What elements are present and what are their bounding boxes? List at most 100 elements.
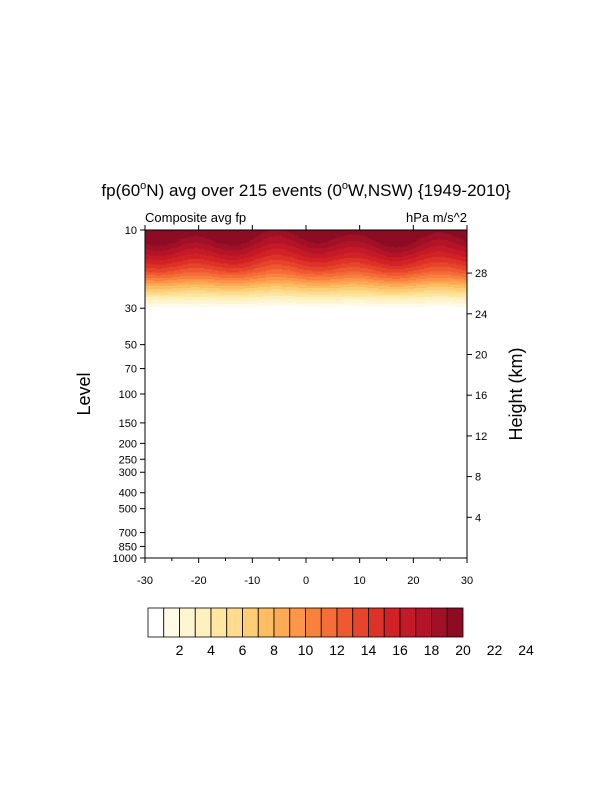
contour-cell (179, 264, 183, 267)
contour-cell (338, 268, 342, 270)
contour-cell (166, 266, 170, 269)
contour-cell (346, 240, 350, 242)
contour-cell (217, 244, 221, 247)
contour-cell (273, 269, 277, 271)
contour-cell (308, 275, 312, 278)
contour-cell (300, 259, 304, 261)
contour-cell (163, 251, 167, 253)
contour-cell (187, 241, 192, 243)
contour-cell (418, 240, 422, 242)
contour-cell (407, 250, 412, 252)
contour-cell (182, 252, 186, 254)
contour-cell (373, 262, 377, 264)
contour-cell (402, 263, 406, 266)
contour-cell (249, 265, 253, 268)
contour-cell (416, 244, 420, 247)
contour-cell (233, 237, 237, 240)
contour-cell (426, 261, 430, 263)
contour-cell (311, 237, 315, 240)
contour-cell (187, 265, 192, 268)
contour-cell (206, 274, 210, 277)
contour-cell (279, 230, 283, 232)
contour-cell (335, 273, 339, 276)
contour-cell (155, 251, 159, 253)
contour-cell (306, 251, 310, 253)
contour-cell (448, 247, 452, 250)
contour-cell (281, 269, 285, 271)
contour-cell (434, 241, 438, 243)
contour-cell (249, 263, 253, 266)
contour-cell (373, 232, 377, 234)
contour-cell (354, 260, 358, 262)
contour-cell (386, 252, 390, 254)
contour-cell (319, 244, 323, 247)
contour-cell (399, 231, 403, 233)
contour-cell (185, 245, 189, 248)
contour-cell (351, 243, 355, 245)
contour-cell (158, 230, 162, 232)
contour-cell (351, 249, 355, 251)
contour-cell (426, 235, 430, 238)
contour-cell (174, 256, 178, 259)
contour-cell (311, 256, 315, 259)
contour-cell (289, 263, 293, 266)
contour-cell (308, 237, 312, 240)
contour-cell (330, 262, 334, 264)
contour-cell (279, 246, 283, 249)
contour-cell (182, 264, 186, 267)
contour-cell (399, 263, 403, 266)
contour-cell (279, 232, 283, 234)
contour-cell (198, 231, 202, 233)
contour-cell (193, 261, 197, 263)
contour-cell (375, 241, 379, 243)
contour-cell (201, 257, 205, 260)
contour-cell (228, 238, 232, 241)
contour-cell (445, 230, 449, 232)
contour-cell (424, 255, 428, 258)
contour-cell (370, 264, 374, 267)
contour-cell (201, 262, 205, 264)
contour-cell (246, 230, 251, 232)
contour-cell (356, 257, 361, 260)
contour-cell (214, 235, 218, 238)
contour-cell (308, 244, 312, 247)
contour-cell (327, 245, 331, 248)
contour-cell (432, 235, 436, 238)
contour-cell (437, 250, 441, 252)
contour-cell (214, 244, 218, 247)
contour-cell (359, 253, 363, 255)
contour-cell (249, 237, 253, 240)
contour-cell (225, 230, 229, 232)
contour-cell (330, 243, 334, 245)
contour-cell (214, 260, 218, 262)
contour-cell (308, 273, 312, 276)
contour-cell (257, 251, 261, 253)
contour-cell (263, 247, 267, 250)
contour-cell (356, 260, 361, 262)
contour-cell (279, 253, 283, 255)
contour-cell (421, 262, 425, 264)
contour-cell (163, 252, 167, 254)
contour-cell (187, 247, 192, 250)
contour-cell (193, 235, 197, 238)
contour-cell (230, 260, 234, 262)
contour-cell (147, 253, 151, 255)
contour-cell (182, 270, 186, 272)
contour-cell (260, 273, 264, 276)
contour-cell (421, 265, 425, 268)
contour-cell (241, 235, 245, 238)
contour-cell (222, 251, 226, 253)
contour-cell (389, 241, 393, 243)
contour-cell (238, 257, 242, 260)
contour-cell (190, 274, 194, 277)
contour-cell (330, 261, 334, 263)
contour-cell (410, 252, 414, 254)
contour-cell (453, 240, 457, 242)
contour-cell (407, 269, 412, 271)
contour-cell (297, 251, 302, 253)
contour-cell (252, 263, 256, 266)
contour-cell (308, 245, 312, 248)
contour-cell (150, 242, 154, 244)
contour-cell (311, 253, 315, 255)
contour-cell (381, 235, 385, 238)
